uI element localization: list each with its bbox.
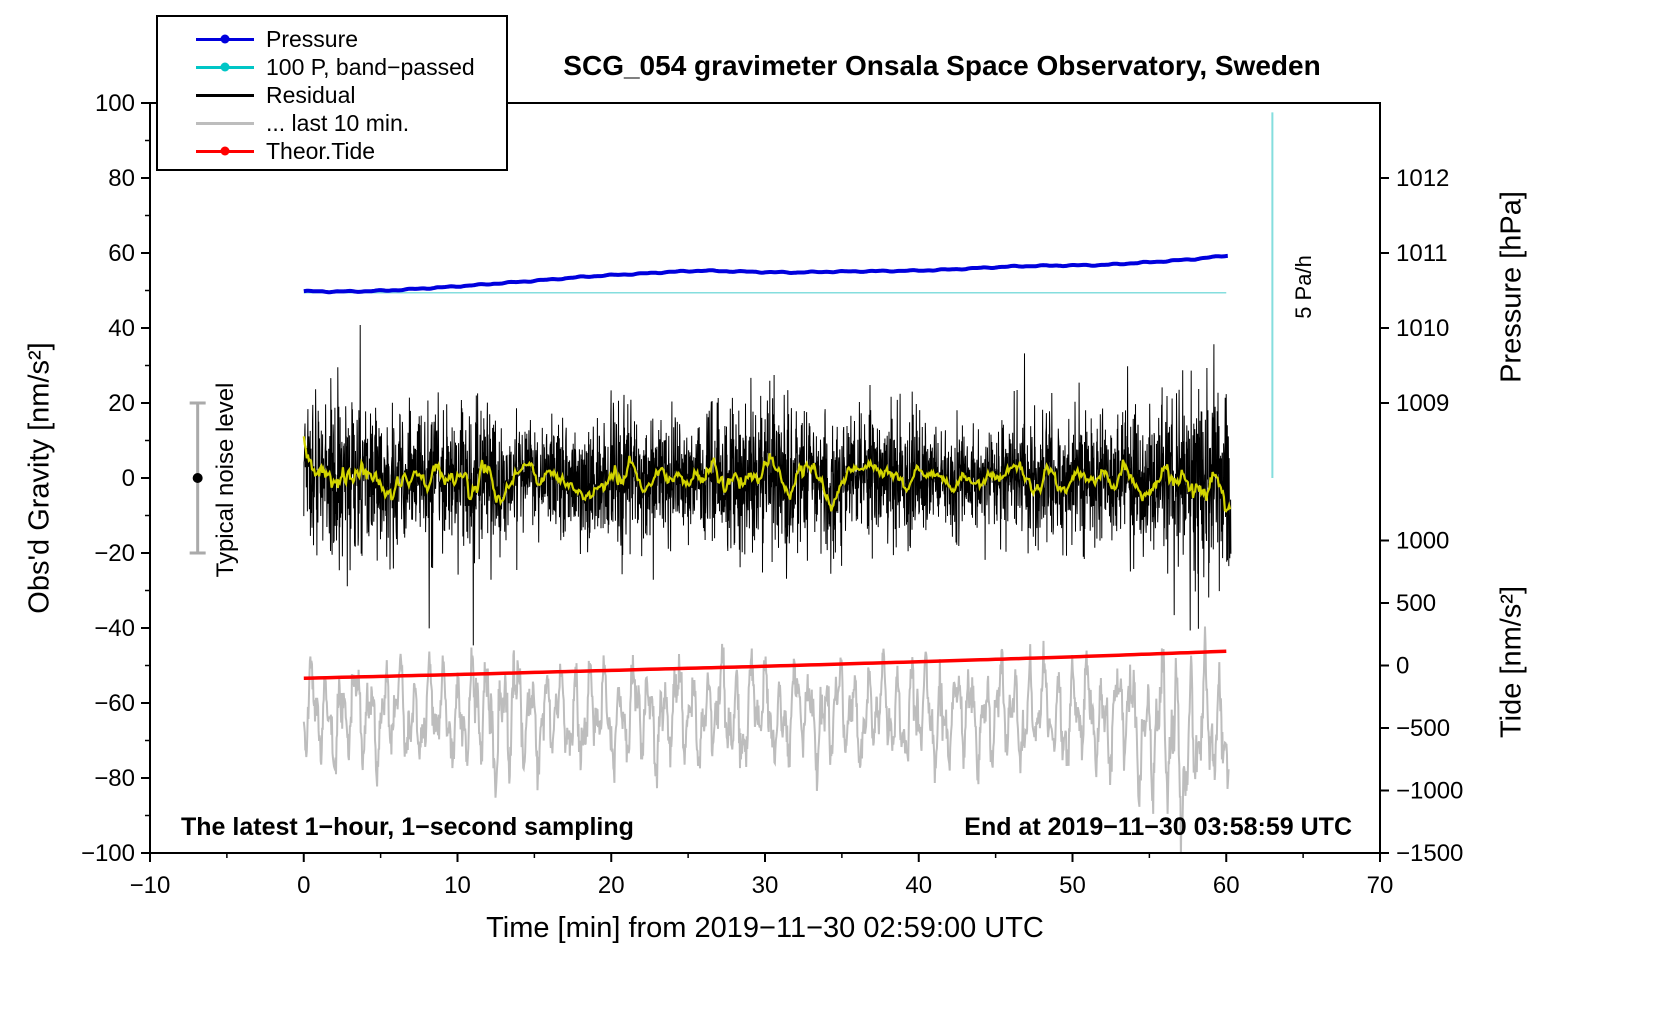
legend-item: 100 P, band−passed xyxy=(196,53,506,81)
svg-text:10: 10 xyxy=(444,872,471,899)
svg-text:−20: −20 xyxy=(94,540,135,567)
svg-text:−500: −500 xyxy=(1396,715,1450,742)
sampling-note: The latest 1−hour, 1−second sampling xyxy=(181,813,634,841)
svg-text:40: 40 xyxy=(905,872,932,899)
legend-marker-dot xyxy=(220,34,230,44)
legend: Pressure 100 P, band−passed Residual... la… xyxy=(156,15,508,171)
svg-text:20: 20 xyxy=(108,390,135,417)
data-layer xyxy=(302,253,1232,853)
legend-line-sample xyxy=(196,146,254,156)
svg-text:70: 70 xyxy=(1367,872,1394,899)
svg-text:60: 60 xyxy=(1213,872,1240,899)
y-axis-label-pressure: Pressure [hPa] xyxy=(1495,191,1528,383)
legend-label: Theor.Tide xyxy=(266,137,376,164)
svg-text:1000: 1000 xyxy=(1396,528,1449,555)
svg-text:0: 0 xyxy=(122,465,135,492)
legend-marker-dot xyxy=(220,62,230,72)
y-axis-label-tide: Tide [nm/s²] xyxy=(1495,585,1528,739)
legend-label: 100 P, band−passed xyxy=(266,53,475,80)
legend-item: Residual xyxy=(196,81,506,109)
residual-series xyxy=(303,324,1232,646)
svg-text:0: 0 xyxy=(1396,653,1409,680)
svg-text:0: 0 xyxy=(297,872,310,899)
legend-item: ... last 10 min. xyxy=(196,109,506,137)
svg-text:80: 80 xyxy=(108,165,135,192)
residual-smoothed-series xyxy=(302,436,1232,513)
legend-line-sample xyxy=(196,62,254,72)
svg-text:1009: 1009 xyxy=(1396,390,1449,417)
noise-mean-dot xyxy=(192,473,203,483)
svg-text:−10: −10 xyxy=(130,872,171,899)
svg-text:−80: −80 xyxy=(94,765,135,792)
last10min-series xyxy=(302,626,1230,853)
svg-text:40: 40 xyxy=(108,315,135,342)
noise-level-label: Typical noise level xyxy=(212,382,239,578)
noise-errorbar xyxy=(189,401,206,555)
svg-text:60: 60 xyxy=(108,240,135,267)
pressure-rate-label: 5 Pa/h xyxy=(1291,255,1316,319)
svg-text:50: 50 xyxy=(1059,872,1086,899)
legend-line-sample xyxy=(196,34,254,44)
svg-text:−60: −60 xyxy=(94,690,135,717)
legend-line-sample xyxy=(196,93,254,97)
svg-text:30: 30 xyxy=(752,872,779,899)
legend-marker-dot xyxy=(220,146,230,156)
svg-text:1011: 1011 xyxy=(1396,240,1448,267)
legend-item: Pressure xyxy=(196,25,506,53)
svg-text:−40: −40 xyxy=(94,615,135,642)
svg-text:−1500: −1500 xyxy=(1396,840,1463,867)
tide-series xyxy=(303,649,1227,681)
legend-label: ... last 10 min. xyxy=(266,109,410,136)
svg-text:−1000: −1000 xyxy=(1396,778,1463,805)
svg-text:−100: −100 xyxy=(81,840,135,867)
legend-line-sample xyxy=(196,121,254,125)
legend-item: Theor.Tide xyxy=(196,137,506,165)
legend-label: Pressure xyxy=(266,25,359,52)
pressure-series xyxy=(303,253,1228,295)
chart-title: SCG_054 gravimeter Onsala Space Observat… xyxy=(563,50,1321,81)
legend-label: Residual xyxy=(266,81,356,108)
svg-text:1012: 1012 xyxy=(1396,165,1449,192)
end-time-note: End at 2019−11−30 03:58:59 UTC xyxy=(964,813,1352,841)
y-axis-label-gravity: Obs'd Gravity [nm/s²] xyxy=(23,342,56,614)
svg-text:1010: 1010 xyxy=(1396,315,1449,342)
svg-text:100: 100 xyxy=(95,90,135,117)
svg-text:20: 20 xyxy=(598,872,625,899)
x-axis-label: Time [min] from 2019−11−30 02:59:00 UTC xyxy=(486,912,1044,944)
svg-text:500: 500 xyxy=(1396,590,1436,617)
